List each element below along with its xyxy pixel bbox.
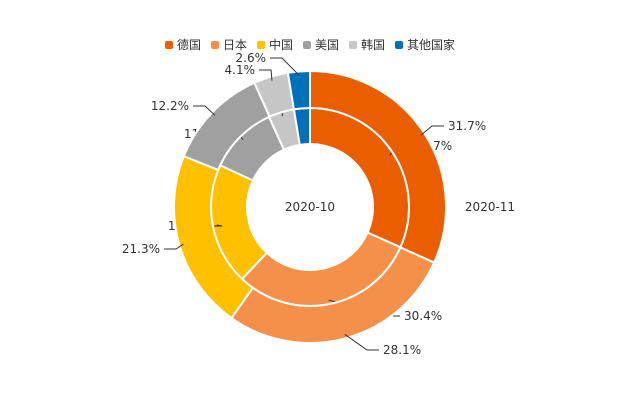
data-label: 31.7% [448,119,486,133]
legend-swatch [256,40,265,49]
data-label: 28.1% [383,343,421,357]
leader-line [270,57,300,76]
data-label: 21.3% [122,242,160,256]
legend-item[interactable]: 韩国 [349,36,385,53]
leader-line [259,69,273,81]
legend-item[interactable]: 中国 [256,36,293,53]
inner-series-label: 2020-10 [285,200,335,214]
legend-item[interactable]: 其他国家 [395,36,455,53]
outer-series-label: 2020-11 [465,200,515,214]
legend: 德国 日本 中国 美国 韩国 其他国家 [0,36,620,53]
legend-item[interactable]: 美国 [303,36,339,53]
legend-item[interactable]: 德国 [164,36,201,53]
legend-label: 德国 [176,38,201,52]
legend-swatch [164,40,173,49]
leader-line [210,224,223,227]
legend-label: 其他国家 [407,38,456,52]
data-label: 12.2% [151,99,189,113]
leader-line [420,125,444,136]
leader-line [344,333,379,351]
legend-label: 日本 [222,38,247,52]
legend-label: 韩国 [361,38,386,52]
legend-swatch [303,40,311,49]
legend-swatch [395,40,404,49]
legend-label: 美国 [315,38,340,52]
data-label: 4.1% [225,63,256,77]
legend-swatch [210,40,219,49]
legend-swatch [349,40,358,49]
data-label: 30.4% [404,309,442,323]
legend-item[interactable]: 日本 [210,36,247,53]
legend-label: 中国 [268,38,293,52]
data-label: 2.6% [236,51,267,65]
leader-line [164,243,184,250]
leader-line [193,105,216,116]
